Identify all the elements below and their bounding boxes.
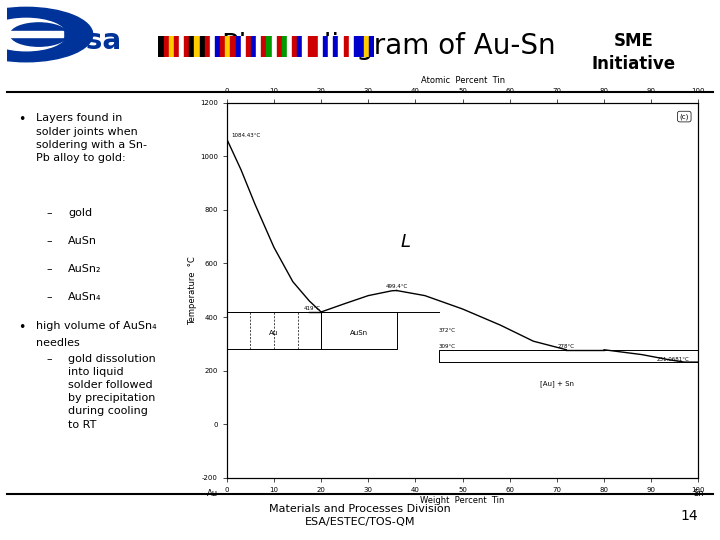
Bar — [312, 36, 318, 57]
Bar — [246, 36, 251, 57]
Text: Au: Au — [269, 330, 279, 336]
Y-axis label: Temperature  °C: Temperature °C — [188, 256, 197, 325]
Bar — [240, 36, 246, 57]
Bar — [297, 36, 302, 57]
X-axis label: Weight  Percent  Tin: Weight Percent Tin — [420, 496, 505, 505]
Text: Layers found in
solder joints when
soldering with a Sn-
Pb alloy to gold:: Layers found in solder joints when solde… — [36, 113, 147, 163]
Bar — [323, 36, 328, 57]
Text: 278°C: 278°C — [558, 344, 575, 349]
Bar — [271, 36, 276, 57]
Bar — [287, 36, 292, 57]
Text: AuSn: AuSn — [350, 330, 368, 336]
Text: 372°C: 372°C — [439, 328, 456, 333]
Bar — [369, 36, 374, 57]
Bar — [168, 36, 174, 57]
Circle shape — [10, 23, 68, 46]
Text: 1084.43°C: 1084.43°C — [232, 133, 261, 138]
X-axis label: Atomic  Percent  Tin: Atomic Percent Tin — [420, 76, 505, 85]
Bar — [318, 36, 323, 57]
Bar — [184, 36, 189, 57]
Bar — [210, 36, 215, 57]
Text: (c): (c) — [680, 113, 689, 120]
Text: 309°C: 309°C — [439, 344, 456, 349]
Text: high volume of AuSn₄: high volume of AuSn₄ — [36, 321, 157, 332]
Bar — [343, 36, 348, 57]
Bar — [189, 36, 194, 57]
Text: Sn: Sn — [693, 489, 703, 498]
Text: needles: needles — [36, 338, 80, 348]
Text: •: • — [18, 321, 25, 334]
Bar — [7, 31, 63, 37]
Text: Materials and Processes Division
ESA/ESTEC/TOS-QM: Materials and Processes Division ESA/EST… — [269, 504, 451, 527]
Bar — [292, 36, 297, 57]
Bar — [163, 36, 168, 57]
Bar — [359, 36, 364, 57]
Text: [Au] + Sn: [Au] + Sn — [540, 381, 574, 388]
Text: AuSn: AuSn — [68, 236, 97, 246]
Bar — [348, 36, 354, 57]
Bar — [354, 36, 359, 57]
Bar — [261, 36, 266, 57]
Bar — [328, 36, 333, 57]
Text: esa: esa — [68, 27, 122, 55]
Bar — [225, 36, 230, 57]
Text: gold: gold — [68, 208, 93, 218]
Bar — [266, 36, 271, 57]
Bar — [235, 36, 240, 57]
Bar — [220, 36, 225, 57]
Bar — [307, 36, 312, 57]
Bar — [251, 36, 256, 57]
Text: •: • — [18, 113, 25, 126]
Bar — [256, 36, 261, 57]
Bar — [179, 36, 184, 57]
Text: Phase diagram of Au-Sn: Phase diagram of Au-Sn — [222, 32, 556, 60]
Bar — [194, 36, 199, 57]
Circle shape — [0, 18, 66, 51]
Bar — [276, 36, 282, 57]
Bar — [333, 36, 338, 57]
Bar — [302, 36, 307, 57]
Bar — [364, 36, 369, 57]
Text: Au: Au — [207, 489, 218, 498]
Text: –: – — [47, 354, 53, 364]
Text: 231.0681°C: 231.0681°C — [656, 356, 689, 362]
Bar — [338, 36, 343, 57]
Text: AuSn₄: AuSn₄ — [68, 292, 102, 302]
Circle shape — [0, 8, 93, 62]
Bar — [174, 36, 179, 57]
Text: 499.4°C: 499.4°C — [385, 285, 408, 289]
Text: –: – — [47, 292, 53, 302]
Text: gold dissolution
into liquid
solder followed
by precipitation
during cooling
to : gold dissolution into liquid solder foll… — [68, 354, 156, 430]
Bar — [215, 36, 220, 57]
Text: AuSn₂: AuSn₂ — [68, 264, 102, 274]
Bar — [282, 36, 287, 57]
Bar — [199, 36, 204, 57]
Text: 14: 14 — [681, 509, 698, 523]
Text: –: – — [47, 264, 53, 274]
Text: SME
Initiative: SME Initiative — [592, 32, 675, 72]
Text: –: – — [47, 236, 53, 246]
Text: 419°C: 419°C — [304, 306, 321, 312]
Bar — [204, 36, 210, 57]
Bar — [158, 36, 163, 57]
Text: –: – — [47, 208, 53, 218]
Text: L: L — [401, 233, 411, 251]
Bar — [230, 36, 235, 57]
